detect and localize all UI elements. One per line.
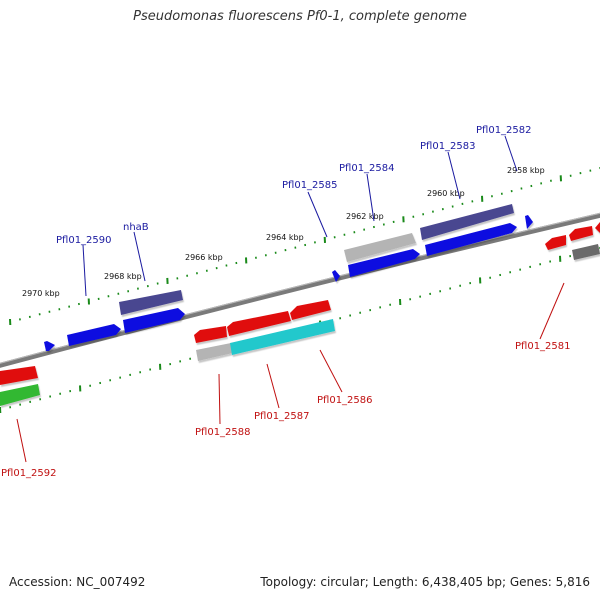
leader-line [133, 231, 146, 282]
gene-label[interactable]: Pfl01_2592 [1, 468, 57, 479]
accession-text: Accession: NC_007492 [9, 575, 146, 589]
leader-line [447, 151, 461, 200]
gene-reverse-gray[interactable] [572, 244, 600, 260]
gene-reverse[interactable] [194, 326, 227, 343]
gene-reverse-green[interactable] [0, 384, 40, 406]
leader-line [82, 244, 87, 297]
gene-forward[interactable] [44, 341, 55, 351]
scale-ticks-top [9, 167, 600, 326]
scale-label: 2958 kbp [507, 166, 545, 175]
leader-line [266, 363, 280, 409]
gene-label[interactable]: Pfl01_2587 [254, 411, 310, 422]
gene-forward[interactable] [332, 270, 340, 282]
gene-reverse[interactable] [290, 300, 331, 320]
gene-forward-highlight[interactable] [420, 204, 514, 240]
scale-label: 2960 kbp [427, 189, 465, 198]
gene-label[interactable]: nhaB [123, 222, 149, 233]
leader-line [539, 282, 565, 340]
gene-reverse[interactable] [545, 235, 566, 250]
gene-reverse[interactable] [595, 222, 600, 233]
gene-label[interactable]: Pfl01_2585 [282, 180, 338, 191]
genome-backbone [0, 212, 600, 368]
page-title: Pseudomonas fluorescens Pf0-1, complete … [133, 9, 467, 24]
gene-forward[interactable] [525, 215, 533, 229]
gene-forward-gray[interactable] [344, 233, 416, 262]
gene-reverse[interactable] [227, 311, 291, 336]
scale-label: 2966 kbp [185, 253, 223, 262]
leader-line [16, 418, 27, 463]
gene-reverse[interactable] [569, 226, 593, 241]
genome-stats-text: Topology: circular; Length: 6,438,405 bp… [260, 575, 590, 589]
gene-label[interactable]: Pfl01_2588 [195, 427, 251, 438]
gene-label[interactable]: Pfl01_2586 [317, 395, 373, 406]
scale-label: 2970 kbp [22, 289, 60, 298]
scale-label: 2962 kbp [346, 212, 384, 221]
gene-reverse[interactable] [0, 366, 38, 385]
scale-label: 2968 kbp [104, 272, 142, 281]
gene-label[interactable]: Pfl01_2583 [420, 141, 476, 152]
gene-forward[interactable] [123, 308, 185, 333]
gene-label[interactable]: Pfl01_2582 [476, 125, 532, 136]
scale-label: 2964 kbp [266, 233, 304, 242]
gene-reverse-gray[interactable] [196, 343, 233, 361]
leader-line [218, 373, 221, 425]
gene-forward[interactable] [425, 223, 517, 256]
leader-line [319, 349, 343, 393]
gene-forward-highlight[interactable] [119, 290, 183, 315]
gene-label[interactable]: Pfl01_2590 [56, 235, 112, 246]
leader-line [366, 173, 375, 222]
gene-label[interactable]: Pfl01_2584 [339, 163, 395, 174]
leader-line [307, 191, 328, 238]
gene-forward[interactable] [348, 249, 420, 277]
gene-label[interactable]: Pfl01_2581 [515, 341, 571, 352]
leader-line [504, 135, 518, 172]
gene-reverse-highlight[interactable] [230, 319, 335, 355]
gene-forward[interactable] [67, 324, 121, 346]
